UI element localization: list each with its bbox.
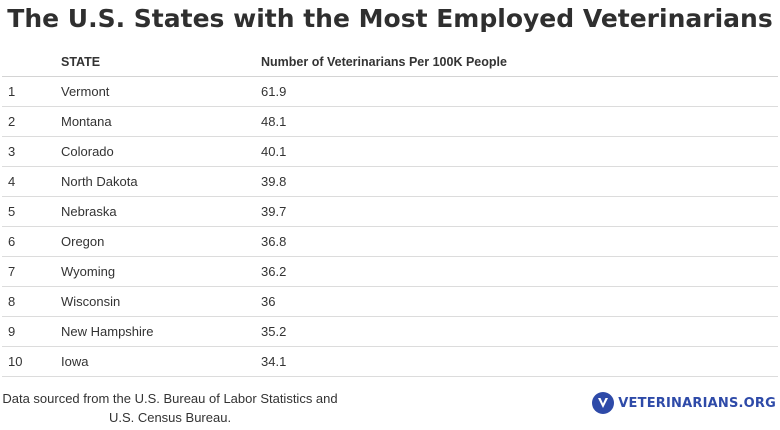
source-line-1: Data sourced from the U.S. Bureau of Lab… bbox=[2, 391, 338, 406]
value-cell: 61.9 bbox=[261, 76, 778, 107]
rank-cell: 4 bbox=[2, 166, 61, 197]
state-cell: Montana bbox=[61, 106, 261, 137]
value-cell: 35.2 bbox=[261, 316, 778, 347]
state-cell: Nebraska bbox=[61, 196, 261, 227]
table-row: 1 Vermont 61.9 bbox=[2, 76, 778, 107]
table-row: 5 Nebraska 39.7 bbox=[2, 196, 778, 227]
state-cell: Wyoming bbox=[61, 256, 261, 287]
v-shield-icon bbox=[592, 392, 615, 414]
header-state: STATE bbox=[61, 48, 261, 77]
table-row: 7 Wyoming 36.2 bbox=[2, 256, 778, 287]
value-cell: 36 bbox=[261, 286, 778, 317]
header-value: Number of Veterinarians Per 100K People bbox=[261, 48, 778, 77]
state-cell: Wisconsin bbox=[61, 286, 261, 317]
rank-cell: 8 bbox=[2, 286, 61, 317]
table-row: 9 New Hampshire 35.2 bbox=[2, 316, 778, 347]
value-cell: 39.8 bbox=[261, 166, 778, 197]
table-row: 10 Iowa 34.1 bbox=[2, 346, 778, 377]
brand-logo: VETERINARIANS.ORG bbox=[592, 392, 776, 414]
chart-title: The U.S. States with the Most Employed V… bbox=[7, 4, 773, 33]
brand-name: VETERINARIANS.ORG bbox=[618, 395, 776, 411]
rank-cell: 2 bbox=[2, 106, 61, 137]
value-cell: 40.1 bbox=[261, 136, 778, 167]
value-cell: 36.2 bbox=[261, 256, 778, 287]
state-cell: New Hampshire bbox=[61, 316, 261, 347]
header-rank bbox=[2, 48, 61, 77]
table-row: 8 Wisconsin 36 bbox=[2, 286, 778, 317]
source-note: Data sourced from the U.S. Bureau of Lab… bbox=[2, 389, 338, 427]
rank-cell: 9 bbox=[2, 316, 61, 347]
state-cell: Colorado bbox=[61, 136, 261, 167]
value-cell: 48.1 bbox=[261, 106, 778, 137]
state-cell: Iowa bbox=[61, 346, 261, 377]
table-row: 4 North Dakota 39.8 bbox=[2, 166, 778, 197]
rank-cell: 3 bbox=[2, 136, 61, 167]
state-cell: Vermont bbox=[61, 76, 261, 107]
data-table: STATE Number of Veterinarians Per 100K P… bbox=[2, 48, 778, 377]
rank-cell: 6 bbox=[2, 226, 61, 257]
state-cell: North Dakota bbox=[61, 166, 261, 197]
table-row: 6 Oregon 36.8 bbox=[2, 226, 778, 257]
rank-cell: 7 bbox=[2, 256, 61, 287]
rank-cell: 1 bbox=[2, 76, 61, 107]
value-cell: 39.7 bbox=[261, 196, 778, 227]
rank-cell: 10 bbox=[2, 346, 61, 377]
rank-cell: 5 bbox=[2, 196, 61, 227]
state-cell: Oregon bbox=[61, 226, 261, 257]
value-cell: 34.1 bbox=[261, 346, 778, 377]
table-header-row: STATE Number of Veterinarians Per 100K P… bbox=[2, 48, 778, 77]
value-cell: 36.8 bbox=[261, 226, 778, 257]
table-row: 2 Montana 48.1 bbox=[2, 106, 778, 137]
table-row: 3 Colorado 40.1 bbox=[2, 136, 778, 167]
source-line-2: U.S. Census Bureau. bbox=[108, 410, 232, 425]
